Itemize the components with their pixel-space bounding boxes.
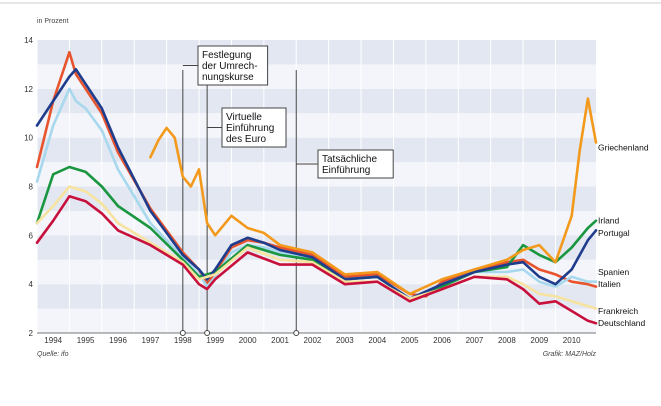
legend-label: Italien <box>598 279 621 289</box>
annotation-marker <box>179 330 186 336</box>
credit-note: Grafik: MAZ/Holz <box>543 351 597 358</box>
x-tick-label: 2006 <box>433 336 451 345</box>
y-tick-label: 6 <box>29 231 34 240</box>
band <box>37 40 596 65</box>
x-tick-labels: 1994 1995 1996 1997 1998 1999 2000 2001 2002 2003… <box>44 336 581 345</box>
x-tick-label: 1997 <box>142 336 160 345</box>
band <box>37 113 596 138</box>
legend-label: Deutschland <box>598 318 646 328</box>
x-tick-label: 2002 <box>304 336 322 345</box>
annotation-lines <box>179 70 300 336</box>
x-tick-label: 2005 <box>401 336 419 345</box>
y-tick-label: 4 <box>29 280 34 289</box>
y-axis-label: in Prozent <box>37 18 69 25</box>
x-tick-label: 2010 <box>563 336 581 345</box>
annotation-text: des Euro <box>226 134 266 145</box>
band <box>37 88 596 114</box>
series-line-irland <box>35 165 598 301</box>
annotation-text: nungskurse <box>202 72 254 83</box>
y-tick-label: 14 <box>24 36 33 45</box>
annotation-text: der Umrech- <box>202 61 258 72</box>
x-tick-label: 2009 <box>530 336 548 345</box>
legend-label: Griechenland <box>598 142 649 152</box>
annotation-text: Virtuelle <box>226 112 262 123</box>
annotation-box <box>197 45 269 86</box>
annotation-text: Einführung <box>322 165 370 176</box>
series-line-deutschland <box>35 195 598 325</box>
series-legend: Griechenland Irland Portugal Spanien Italien… <box>598 142 649 328</box>
annotation-box <box>221 107 287 148</box>
y-tick-labels: 2 4 6 8 10 12 14 <box>24 36 33 338</box>
annotation-marker <box>204 330 211 336</box>
series-line-frankreich <box>35 185 598 310</box>
x-tick-label: 2000 <box>239 336 257 345</box>
band <box>37 137 596 163</box>
legend-label: Portugal <box>598 228 630 238</box>
annotation-text: Tatsächliche <box>322 154 377 165</box>
source-note: Quelle: ifo <box>37 351 69 358</box>
x-tick-label: 1998 <box>174 336 192 345</box>
year-gridlines <box>36 40 596 334</box>
x-tick-label: 2004 <box>368 336 386 345</box>
y-tick-label: 8 <box>29 183 34 192</box>
legend-label: Irland <box>598 216 620 226</box>
x-tick-label: 1994 <box>44 336 62 345</box>
y-tick-label: 10 <box>24 134 33 143</box>
legend-label: Spanien <box>598 267 629 277</box>
x-tick-label: 1995 <box>77 336 95 345</box>
series-line-griechenland <box>149 97 598 296</box>
band <box>37 64 596 89</box>
x-tick-label: 2007 <box>466 336 484 345</box>
legend-label: Frankreich <box>598 306 638 316</box>
series-group <box>35 50 598 325</box>
x-tick-label: 2008 <box>498 336 516 345</box>
x-tick-label: 2003 <box>336 336 354 345</box>
x-tick-label: 1996 <box>109 336 127 345</box>
series-line-portugal <box>35 68 598 301</box>
annotation-text: Festlegung <box>202 50 251 61</box>
x-tick-label: 2001 <box>271 336 289 345</box>
annotation-box <box>317 149 394 179</box>
band <box>37 284 596 309</box>
y-tick-label: 2 <box>29 329 34 338</box>
annotation-text: Einführung <box>226 123 274 134</box>
series-line-spanien <box>35 87 598 301</box>
annotation-marker <box>293 330 300 336</box>
band <box>37 308 596 333</box>
background-bands <box>37 40 596 333</box>
x-tick-label: 1999 <box>206 336 224 345</box>
y-tick-label: 12 <box>24 85 33 94</box>
